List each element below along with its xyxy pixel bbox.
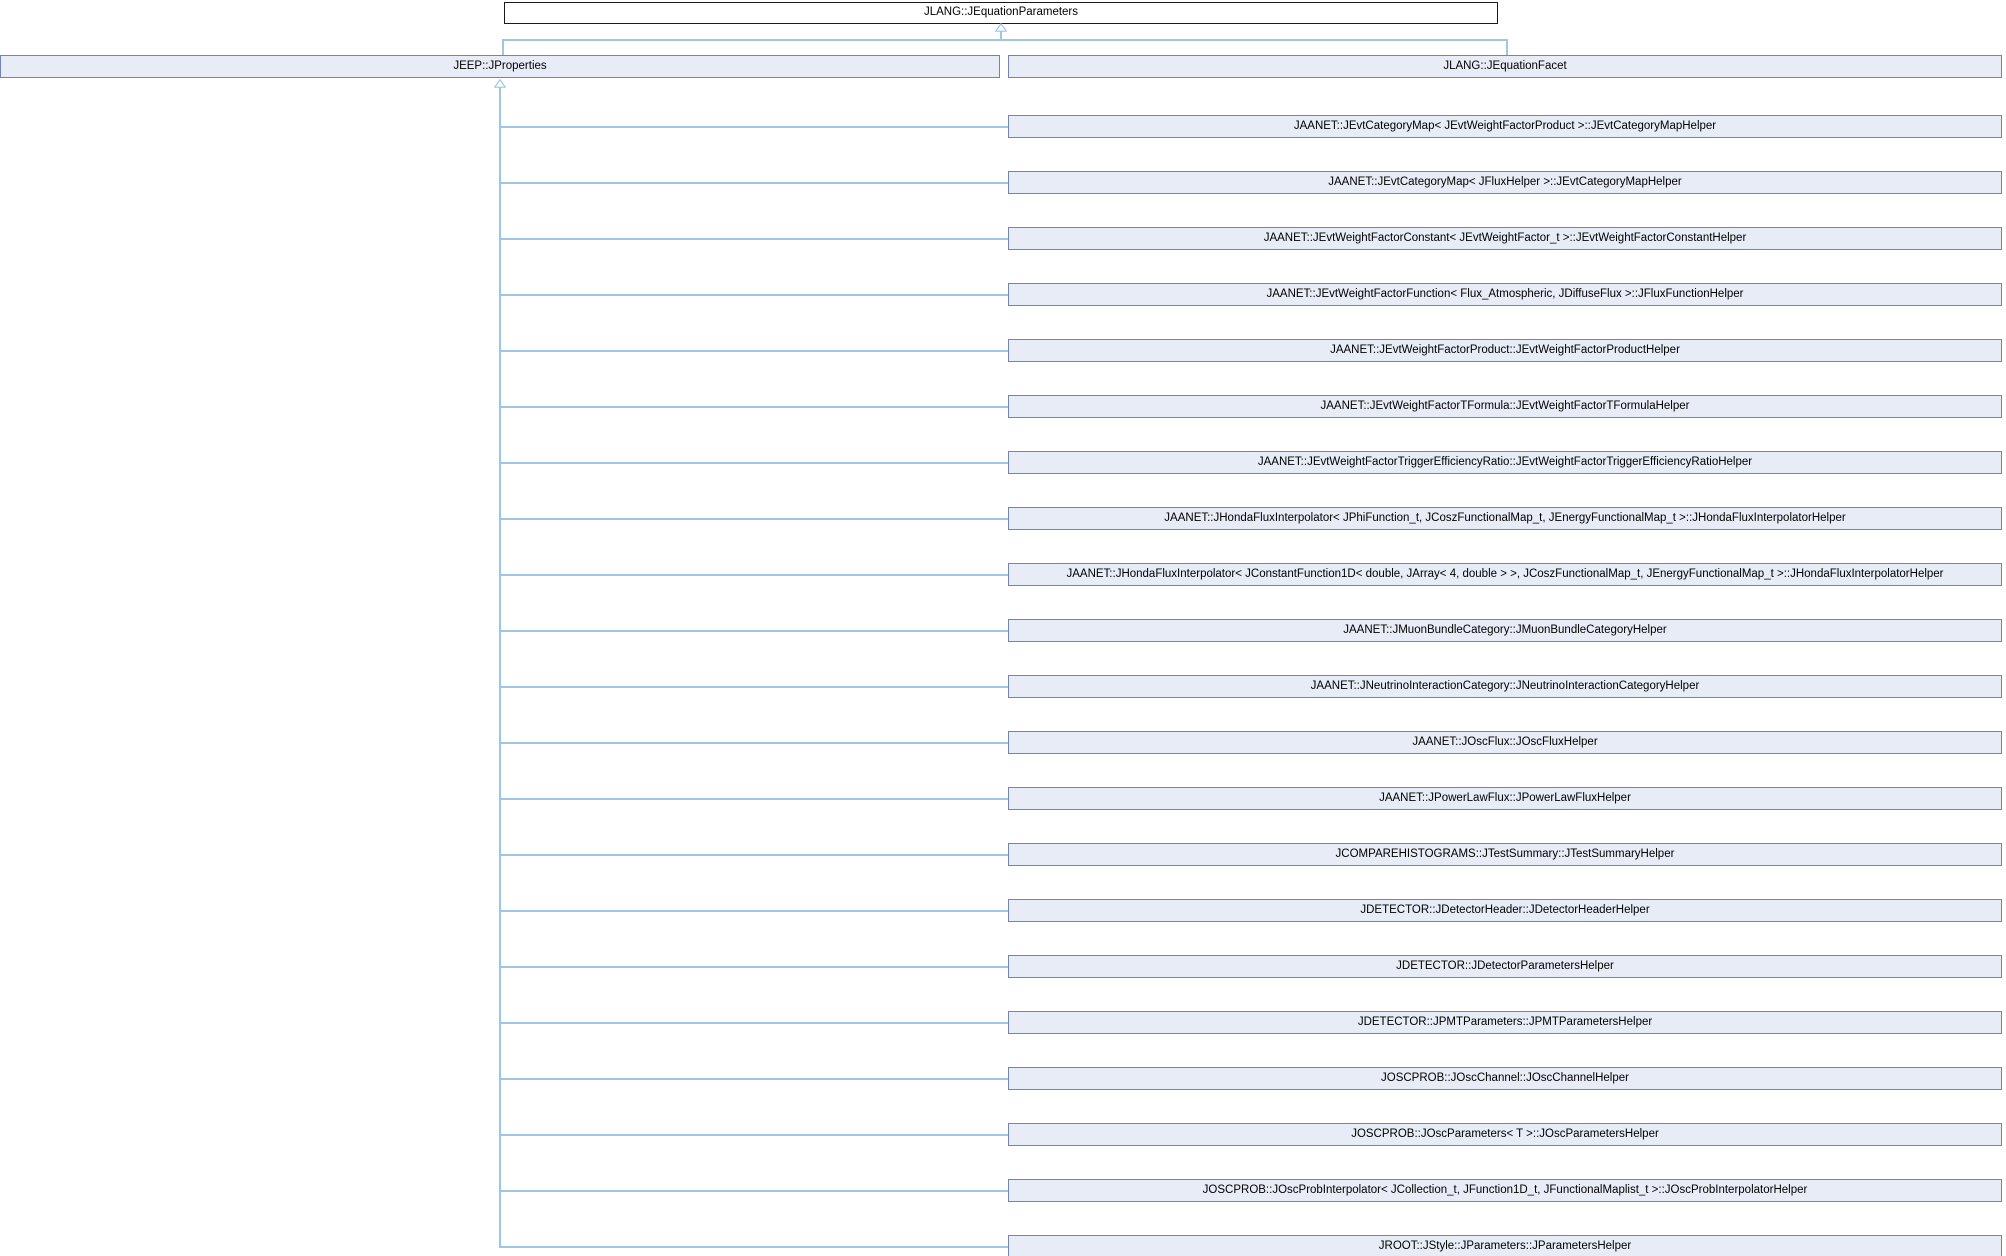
class-node-derived[interactable]: JAANET::JNeutrinoInteractionCategory::JN…	[1008, 675, 2002, 698]
edge-jproperties-trunk-vertical	[499, 87, 501, 1248]
class-node-derived[interactable]: JAANET::JOscFlux::JOscFluxHelper	[1008, 731, 2002, 754]
edge-branch-to-derived-horizontal	[500, 1078, 1008, 1080]
edge-drop-to-jequationfacet-vertical	[1506, 39, 1508, 55]
class-node-jeep-jproperties[interactable]: JEEP::JProperties	[0, 55, 1000, 78]
edge-branch-to-derived-horizontal	[500, 518, 1008, 520]
class-node-derived[interactable]: JDETECTOR::JPMTParameters::JPMTParameter…	[1008, 1011, 2002, 1034]
edge-branch-to-derived-horizontal	[500, 1134, 1008, 1136]
class-node-derived[interactable]: JAANET::JEvtWeightFactorProduct::JEvtWei…	[1008, 339, 2002, 362]
class-node-jlang-jequationparameters[interactable]: JLANG::JEquationParameters	[504, 2, 1498, 24]
edge-branch-to-derived-horizontal	[500, 1190, 1008, 1192]
edge-branch-to-derived-horizontal	[500, 1022, 1008, 1024]
class-node-derived[interactable]: JDETECTOR::JDetectorParametersHelper	[1008, 955, 2002, 978]
class-node-jlang-jequationfacet[interactable]: JLANG::JEquationFacet	[1008, 55, 2002, 78]
class-node-derived[interactable]: JAANET::JPowerLawFlux::JPowerLawFluxHelp…	[1008, 787, 2002, 810]
edge-branch-to-derived-horizontal	[500, 574, 1008, 576]
class-node-derived[interactable]: JCOMPAREHISTOGRAMS::JTestSummary::JTestS…	[1008, 843, 2002, 866]
class-node-derived[interactable]: JAANET::JMuonBundleCategory::JMuonBundle…	[1008, 619, 2002, 642]
edge-branch-to-derived-horizontal	[500, 294, 1008, 296]
edge-branch-to-derived-horizontal	[500, 462, 1008, 464]
edge-branch-to-derived-horizontal	[500, 910, 1008, 912]
edge-branch-to-derived-horizontal	[500, 966, 1008, 968]
class-node-derived[interactable]: JOSCPROB::JOscProbInterpolator< JCollect…	[1008, 1179, 2002, 1202]
edge-branch-to-derived-horizontal	[500, 742, 1008, 744]
edge-branch-to-derived-horizontal	[500, 126, 1008, 128]
edge-drop-to-jproperties-vertical	[502, 39, 504, 55]
class-node-derived[interactable]: JAANET::JEvtWeightFactorConstant< JEvtWe…	[1008, 227, 2002, 250]
edge-branch-to-derived-horizontal	[500, 238, 1008, 240]
edge-branch-to-derived-horizontal	[500, 1246, 1008, 1248]
class-node-derived[interactable]: JAANET::JEvtWeightFactorTFormula::JEvtWe…	[1008, 395, 2002, 418]
class-node-derived[interactable]: JAANET::JEvtCategoryMap< JFluxHelper >::…	[1008, 171, 2002, 194]
edge-branch-to-derived-horizontal	[500, 630, 1008, 632]
class-node-derived[interactable]: JAANET::JEvtWeightFactorTriggerEfficienc…	[1008, 451, 2002, 474]
class-node-derived[interactable]: JAANET::JHondaFluxInterpolator< JPhiFunc…	[1008, 507, 2002, 530]
edge-branch-to-derived-horizontal	[500, 798, 1008, 800]
edge-base-stub-vertical	[1000, 31, 1002, 40]
edge-branch-to-derived-horizontal	[500, 686, 1008, 688]
edge-branch-to-derived-horizontal	[500, 350, 1008, 352]
class-node-derived[interactable]: JROOT::JStyle::JParameters::JParametersH…	[1008, 1235, 2002, 1256]
edge-branch-to-derived-horizontal	[500, 182, 1008, 184]
class-node-derived[interactable]: JAANET::JEvtCategoryMap< JEvtWeightFacto…	[1008, 115, 2002, 138]
class-node-derived[interactable]: JAANET::JEvtWeightFactorFunction< Flux_A…	[1008, 283, 2002, 306]
class-node-derived[interactable]: JOSCPROB::JOscParameters< T >::JOscParam…	[1008, 1123, 2002, 1146]
edge-base-connector-horizontal	[503, 39, 1508, 41]
class-node-derived[interactable]: JAANET::JHondaFluxInterpolator< JConstan…	[1008, 563, 2002, 586]
class-node-derived[interactable]: JOSCPROB::JOscChannel::JOscChannelHelper	[1008, 1067, 2002, 1090]
class-node-derived[interactable]: JDETECTOR::JDetectorHeader::JDetectorHea…	[1008, 899, 2002, 922]
edge-branch-to-derived-horizontal	[500, 854, 1008, 856]
edge-branch-to-derived-horizontal	[500, 406, 1008, 408]
